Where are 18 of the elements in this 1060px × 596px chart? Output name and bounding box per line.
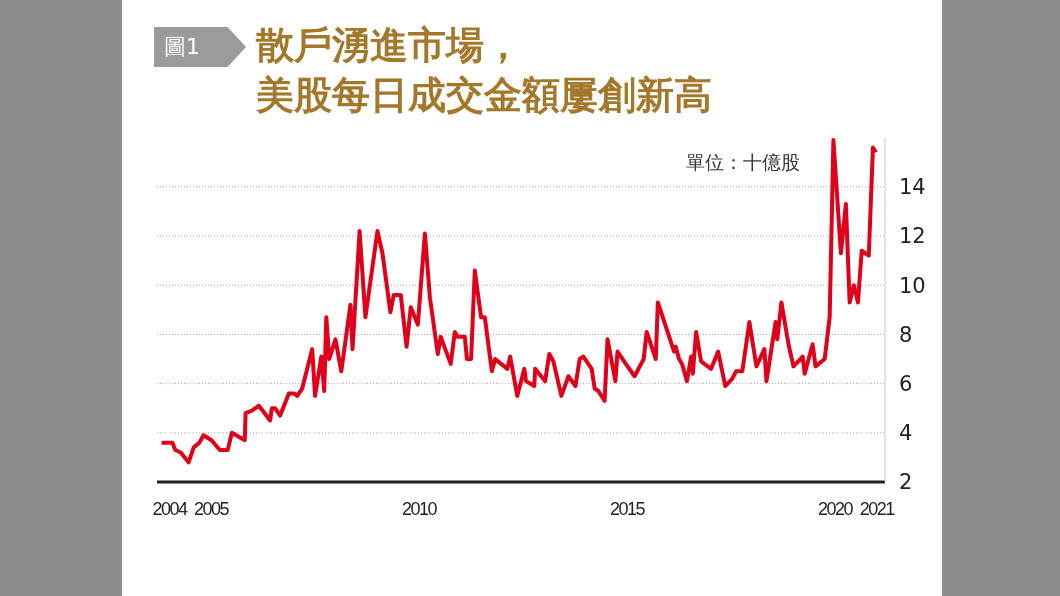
y-tick-label: 12 xyxy=(899,224,926,249)
y-tick-label: 6 xyxy=(899,372,913,397)
y-tick-label: 4 xyxy=(899,421,913,446)
line-series xyxy=(159,138,878,465)
y-tick-label: 10 xyxy=(899,273,926,298)
x-tick-label: 2004 xyxy=(152,498,188,519)
y-tick-label: 14 xyxy=(899,175,926,200)
y-tick-label: 2 xyxy=(899,470,913,495)
x-tick-label: 2015 xyxy=(610,498,646,519)
chart-subtitle: 美股每日成交金額屢創新高 xyxy=(256,71,712,119)
caption: 圖1 xyxy=(164,34,200,60)
x-tick-label: 2020 xyxy=(818,498,854,519)
x-tick-label: 2005 xyxy=(194,498,230,519)
x-tick-label: 2021 xyxy=(859,498,896,519)
chart-title: 散戶湧進市場， xyxy=(256,21,523,69)
y-axis-title: 單位：十億股 xyxy=(686,150,800,175)
x-tick-label: 2010 xyxy=(402,498,438,519)
y-tick-label: 8 xyxy=(899,322,913,347)
